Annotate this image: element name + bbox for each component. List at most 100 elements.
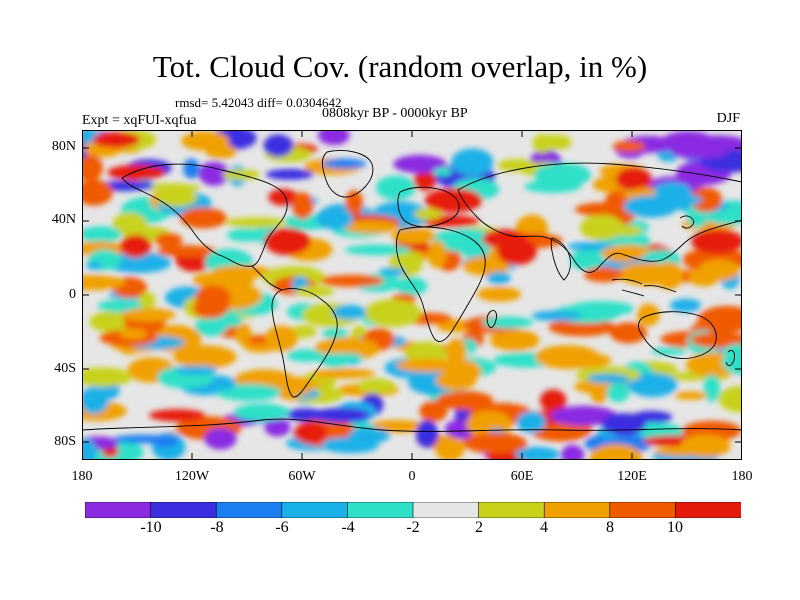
colorbar-swatch xyxy=(84,501,152,519)
anomaly-patch xyxy=(357,378,397,394)
anomaly-patch xyxy=(433,167,453,177)
coast-central-america xyxy=(251,265,283,291)
anomaly-patch xyxy=(265,325,298,352)
coast-north-america xyxy=(121,163,288,267)
anomaly-patch xyxy=(627,372,678,397)
anomaly-patch xyxy=(234,323,252,345)
anomaly-patch xyxy=(540,389,567,412)
anomaly-patch xyxy=(82,179,113,206)
anomaly-patch xyxy=(489,329,540,352)
lat-label: 40N xyxy=(51,212,76,227)
period-label: 0808kyr BP - 0000kyr BP xyxy=(322,106,468,121)
anomaly-patch xyxy=(92,131,140,148)
coast-indonesia xyxy=(611,278,677,297)
lat-label: 80N xyxy=(51,139,76,154)
anomaly-patch xyxy=(121,308,176,322)
map-panel xyxy=(81,130,743,465)
anomaly-patch xyxy=(648,193,703,207)
anomaly-patch xyxy=(344,244,411,256)
lon-label: 0 xyxy=(408,469,416,484)
lon-label: 120W xyxy=(174,469,210,484)
anomaly-patch xyxy=(670,298,702,313)
anomaly-patch xyxy=(175,365,218,375)
stats-label: rmsd= 5.42043 diff= 0.0304642 xyxy=(175,95,342,110)
coast-australia xyxy=(637,311,717,359)
colorbar-label: -8 xyxy=(210,519,224,536)
anomaly-patch xyxy=(291,192,314,220)
colorbar-swatches xyxy=(84,501,742,519)
colorbar-swatch xyxy=(412,501,480,519)
anomaly-patch xyxy=(320,274,385,287)
anomaly-patch xyxy=(531,310,582,322)
anomaly-patch xyxy=(550,405,618,426)
anomaly-patch xyxy=(294,422,327,444)
anomaly-patch xyxy=(320,353,349,368)
anomaly-patch xyxy=(198,161,230,186)
anomaly-patch xyxy=(427,240,447,269)
coast-africa xyxy=(395,226,486,342)
anomaly-patch xyxy=(82,155,103,182)
coast-new-zealand xyxy=(725,349,735,367)
anomaly-patch xyxy=(434,434,465,460)
coast-madagascar xyxy=(486,309,497,328)
anomaly-patch xyxy=(138,292,156,309)
anomaly-patch xyxy=(82,438,97,460)
anomaly-patch xyxy=(721,348,742,375)
coast-south-america xyxy=(271,288,338,398)
colorbar-label: 2 xyxy=(475,519,483,536)
anomaly-patch xyxy=(192,271,255,290)
anomaly-patch xyxy=(396,358,461,373)
anomaly-patch xyxy=(263,134,294,157)
anomaly-patch xyxy=(570,249,604,271)
anomaly-patch xyxy=(322,328,349,339)
anomaly-patch xyxy=(680,434,731,458)
lat-label: 80S xyxy=(54,434,76,449)
anomaly-patch xyxy=(689,187,723,213)
coast-japan xyxy=(679,215,695,229)
anomaly-patch xyxy=(173,345,237,369)
anomaly-patch xyxy=(343,219,399,234)
anomaly-patch xyxy=(612,140,646,153)
colorbar-swatch xyxy=(215,501,283,519)
coast-asia xyxy=(457,162,742,273)
anomaly-patch xyxy=(180,131,230,151)
anomaly-patch xyxy=(654,261,684,290)
anomaly-patch xyxy=(322,438,379,454)
anomaly-patch xyxy=(378,267,406,276)
colorbar-swatch xyxy=(543,501,611,519)
anomaly-patch xyxy=(265,168,314,180)
anomaly-patch xyxy=(436,319,472,333)
anomaly-patch xyxy=(703,374,721,402)
anomaly-patch xyxy=(195,285,232,311)
lon-label: 180 xyxy=(731,469,753,484)
anomaly-patch xyxy=(535,345,600,369)
anomaly-patch xyxy=(674,391,708,400)
cloud-cover-field xyxy=(82,130,742,460)
anomaly-patch xyxy=(86,261,103,271)
colorbar-label: -10 xyxy=(140,519,162,536)
anomaly-patch xyxy=(533,162,591,188)
anomaly-patch xyxy=(486,272,511,285)
coast-india xyxy=(550,237,571,281)
coastlines xyxy=(82,150,742,432)
anomaly-patch xyxy=(375,175,416,200)
anomaly-patch xyxy=(419,400,448,422)
anomaly-patch xyxy=(431,228,499,253)
anomaly-patch xyxy=(435,370,477,391)
lat-label: 40S xyxy=(54,361,76,376)
anomaly-patch xyxy=(615,167,652,191)
map-canvas xyxy=(81,130,743,460)
season-label: DJF xyxy=(716,111,740,126)
anomaly-patch xyxy=(154,233,183,248)
anomaly-patch xyxy=(294,285,335,297)
anomaly-patch xyxy=(606,383,630,403)
anomaly-patch xyxy=(496,237,537,266)
colorbar-swatch xyxy=(675,501,742,519)
anomaly-patch xyxy=(195,314,228,337)
anomaly-patch xyxy=(179,207,227,229)
anomaly-patch xyxy=(718,385,742,413)
anomaly-patch xyxy=(451,148,494,177)
anomaly-patch xyxy=(310,407,370,423)
anomaly-patch xyxy=(364,299,421,327)
anomaly-patch xyxy=(476,286,522,302)
